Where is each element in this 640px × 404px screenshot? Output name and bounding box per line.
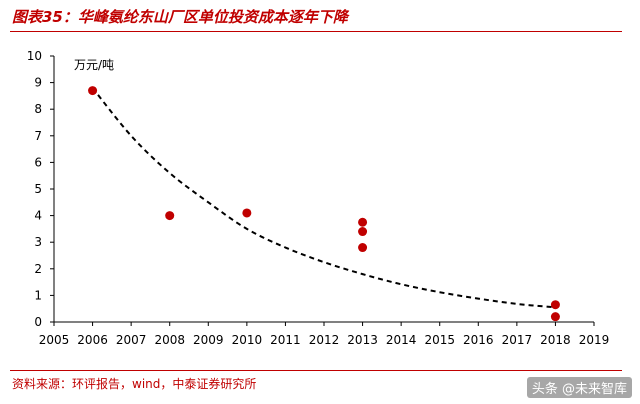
x-tick-label: 2014: [386, 333, 417, 347]
x-tick-label: 2017: [502, 333, 533, 347]
x-tick-label: 2008: [154, 333, 185, 347]
y-tick-label: 0: [34, 315, 42, 329]
footer-divider: [10, 370, 622, 371]
trendline-group: [91, 87, 556, 309]
x-tick-label: 2019: [579, 333, 610, 347]
data-point: [358, 227, 368, 237]
data-point: [550, 300, 560, 310]
chart-axes: 0 1 2 3 4 5 6 7 8 9 10 2005 2006 2007 2008 2009 2010 2011…: [27, 49, 610, 347]
data-point: [165, 211, 175, 221]
data-point: [242, 208, 252, 218]
data-point: [358, 217, 368, 227]
x-tick-label: 2012: [309, 333, 340, 347]
data-points-group: [88, 86, 560, 322]
data-point: [550, 312, 560, 322]
x-tick-label: 2015: [424, 333, 455, 347]
trendline: [91, 87, 556, 309]
x-tick-label: 2006: [77, 333, 108, 347]
x-tick-label: 2018: [540, 333, 571, 347]
data-point: [88, 86, 98, 96]
x-tick-label: 2007: [116, 333, 147, 347]
y-tick-label: 3: [34, 235, 42, 249]
x-tick-label: 2013: [347, 333, 378, 347]
header-divider: [10, 31, 622, 32]
y-tick-label: 9: [34, 76, 42, 90]
y-tick-label: 5: [34, 182, 42, 196]
x-tick-label: 2009: [193, 333, 224, 347]
y-tick-label: 2: [34, 262, 42, 276]
y-axis-unit-label: 万元/吨: [74, 58, 114, 72]
source-note: 资料来源：环评报告，wind，中泰证券研究所: [12, 377, 257, 391]
y-tick-label: 10: [27, 49, 42, 63]
data-point: [358, 243, 368, 253]
y-tick-label: 1: [34, 288, 42, 302]
x-tick-label: 2005: [39, 333, 70, 347]
y-tick-label: 7: [34, 129, 42, 143]
x-tick-label: 2016: [463, 333, 494, 347]
chart-title: 图表35：华峰氨纶东山厂区单位投资成本逐年下降: [12, 8, 348, 26]
y-tick-label: 4: [34, 209, 42, 223]
y-tick-label: 6: [34, 155, 42, 169]
watermark: 头条 @未来智库: [526, 377, 632, 398]
x-tick-label: 2011: [270, 333, 301, 347]
y-tick-label: 8: [34, 102, 42, 116]
x-tick-label: 2010: [232, 333, 263, 347]
